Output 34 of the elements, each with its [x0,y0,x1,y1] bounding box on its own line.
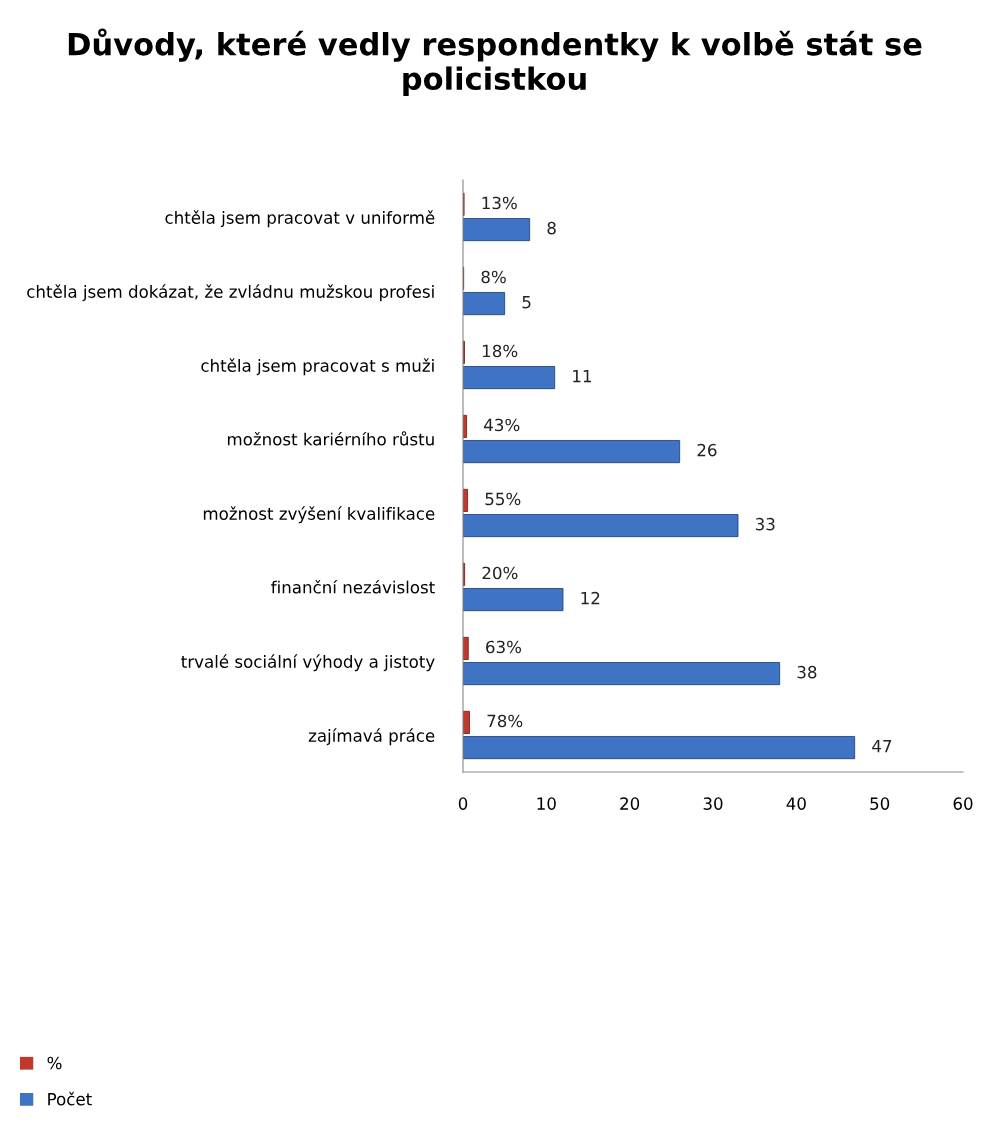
y-tick-label: možnost kariérního růstu [227,431,434,446]
data-label: 63% [486,640,522,654]
data-label: 78% [487,714,523,728]
data-label: 18% [483,344,518,358]
data-label: 55% [485,492,521,506]
y-tick-label: finanční nezávislost [271,580,435,594]
data-label: 20% [482,566,518,580]
x-tick-label: 20 [620,797,640,810]
x-tick-label: 50 [870,797,890,810]
data-label: 5 [522,296,531,309]
y-tick-label: chtěla jsem pracovat v uniformě [165,210,435,228]
legend-label: % [47,1056,62,1070]
x-tick-label: 60 [953,797,973,810]
x-tick-label: 40 [786,797,806,810]
y-tick-label: zajímavá práce [308,728,435,746]
data-label: 47 [872,740,892,753]
x-tick-label: 10 [537,797,556,810]
y-tick-label: možnost zvýšení kvalifikace [203,506,435,524]
data-label: 11 [573,370,591,383]
data-label: 33 [755,517,775,531]
data-label: 13% [482,196,517,210]
data-label: 38 [797,665,817,679]
data-label: 43% [484,418,520,432]
y-tick-label: trvalé sociální výhody a jistoty [181,654,435,672]
y-tick-label: chtěla jsem pracovat s muži [201,358,434,376]
y-tick-label: chtěla jsem dokázat, že zvládnu mužskou profesi [27,284,434,302]
data-label: 8 [547,221,556,235]
data-label: 26 [697,443,717,457]
x-tick-label: 0 [458,797,468,810]
data-label: 8% [481,270,506,284]
data-label: 12 [581,591,600,605]
x-tick-label: 30 [703,797,723,810]
legend-label: Počet [48,1091,92,1106]
chart-title: Důvody, které vedly respondentky k volbě stát se policistkou [68,28,922,97]
